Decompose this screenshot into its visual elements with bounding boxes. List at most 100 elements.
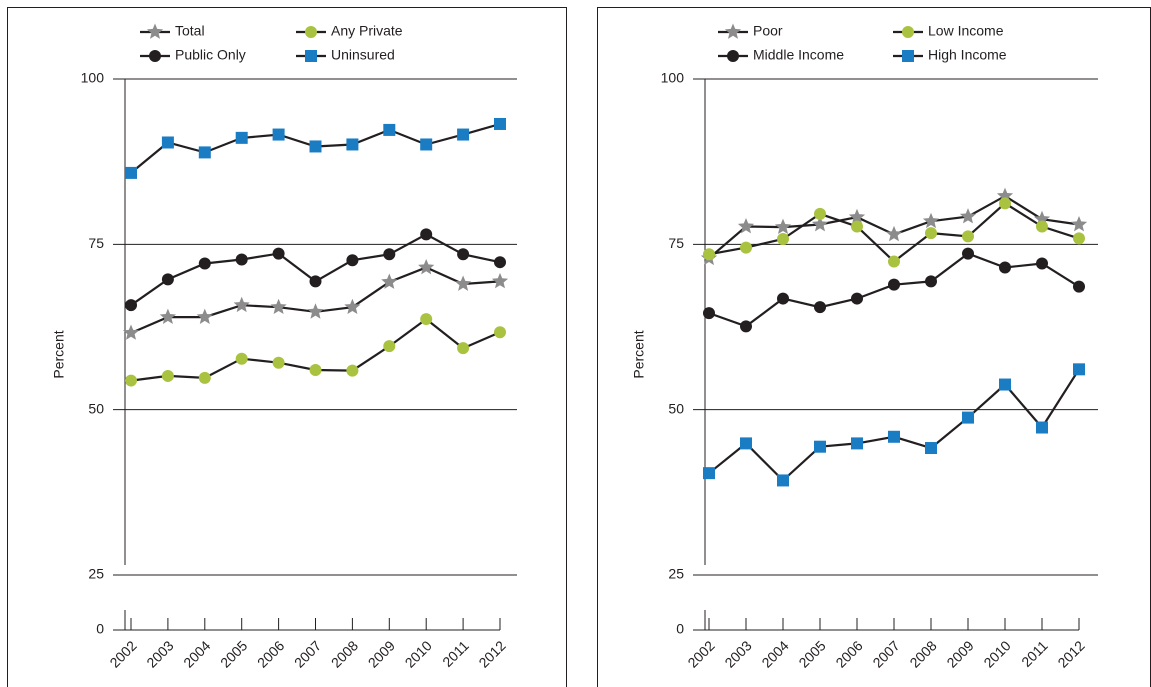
x-tick-label: 2006 xyxy=(254,637,287,670)
x-tick-label: 2003 xyxy=(721,637,754,670)
marker xyxy=(307,303,324,319)
legend-label: High Income xyxy=(928,47,1007,63)
legend-marker xyxy=(146,23,164,39)
x-tick-label: 2006 xyxy=(832,637,865,670)
x-tick-label: 2007 xyxy=(291,637,324,670)
x-tick-label: 2005 xyxy=(795,637,828,670)
marker xyxy=(270,298,287,314)
x-tick-label: 2011 xyxy=(439,637,472,670)
y-tick-label: 25 xyxy=(88,566,104,582)
legend-marker xyxy=(724,23,742,39)
marker xyxy=(420,313,433,326)
legend-marker xyxy=(305,26,317,38)
legend-marker xyxy=(149,50,161,62)
y-tick-label: 75 xyxy=(668,235,684,251)
marker xyxy=(777,474,789,487)
marker xyxy=(959,208,977,224)
marker xyxy=(851,292,863,305)
series-line xyxy=(130,233,501,307)
x-tick-label: 2008 xyxy=(328,637,361,670)
panel-border xyxy=(597,7,1151,687)
marker xyxy=(235,131,248,144)
legend-marker xyxy=(305,50,317,62)
x-tick-label: 2009 xyxy=(365,637,398,670)
x-tick-label: 2007 xyxy=(869,637,902,670)
marker xyxy=(999,261,1011,274)
marker xyxy=(925,275,937,288)
marker xyxy=(455,275,472,291)
x-tick-label: 2003 xyxy=(143,637,176,670)
legend-marker xyxy=(727,50,739,62)
x-tick-label: 2010 xyxy=(980,637,1013,670)
marker xyxy=(309,275,322,288)
marker xyxy=(235,352,248,365)
y-tick-label: 25 xyxy=(668,566,684,582)
marker xyxy=(740,437,752,450)
marker xyxy=(381,273,398,289)
marker xyxy=(161,369,174,382)
marker xyxy=(346,138,359,151)
marker xyxy=(962,411,974,424)
x-tick-label: 2002 xyxy=(106,637,139,670)
x-tick-label: 2002 xyxy=(684,637,717,670)
x-tick-label: 2011 xyxy=(1018,637,1051,670)
y-tick-label: 0 xyxy=(96,621,104,637)
y-tick-label: 75 xyxy=(88,235,104,251)
marker xyxy=(1073,232,1085,245)
marker xyxy=(1073,280,1085,293)
marker xyxy=(309,363,322,376)
marker xyxy=(703,248,715,261)
marker xyxy=(999,197,1011,210)
marker xyxy=(272,247,285,260)
marker xyxy=(888,430,900,443)
marker xyxy=(774,218,792,234)
x-tick-label: 2008 xyxy=(906,637,939,670)
marker xyxy=(196,308,213,324)
x-tick-label: 2009 xyxy=(943,637,976,670)
y-axis-label: Percent xyxy=(51,330,67,378)
legend-label: Poor xyxy=(753,23,783,39)
x-tick-label: 2004 xyxy=(758,637,791,670)
x-tick-label: 2012 xyxy=(1054,637,1087,670)
marker xyxy=(740,241,752,254)
marker xyxy=(777,233,789,246)
marker xyxy=(420,228,433,241)
marker xyxy=(1036,257,1048,270)
marker xyxy=(420,138,433,151)
marker xyxy=(922,212,940,229)
y-axis-label: Percent xyxy=(631,330,647,378)
legend-marker xyxy=(902,50,914,62)
marker xyxy=(885,225,903,242)
x-tick-label: 2012 xyxy=(475,637,508,670)
y-tick-label: 100 xyxy=(661,70,685,86)
marker xyxy=(703,467,715,480)
marker xyxy=(999,378,1011,391)
marker xyxy=(161,273,174,286)
legend-label: Uninsured xyxy=(331,47,395,63)
marker xyxy=(457,248,470,261)
marker xyxy=(1070,216,1088,232)
marker xyxy=(346,364,359,377)
legend-label: Total xyxy=(175,23,205,39)
y-tick-label: 0 xyxy=(676,621,684,637)
marker xyxy=(1073,363,1085,376)
marker xyxy=(811,216,829,232)
marker xyxy=(925,442,937,455)
marker xyxy=(494,326,506,339)
marker xyxy=(198,257,211,270)
marker xyxy=(383,248,396,261)
x-tick-label: 2005 xyxy=(217,637,250,670)
marker xyxy=(1036,220,1048,233)
marker xyxy=(851,220,863,233)
marker xyxy=(122,324,140,340)
marker xyxy=(159,308,176,324)
marker xyxy=(1036,421,1048,434)
marker xyxy=(494,117,506,130)
legend-marker xyxy=(902,26,914,38)
marker xyxy=(888,278,900,291)
x-tick-label: 2004 xyxy=(180,637,213,670)
marker xyxy=(272,128,285,141)
marker xyxy=(494,256,506,269)
